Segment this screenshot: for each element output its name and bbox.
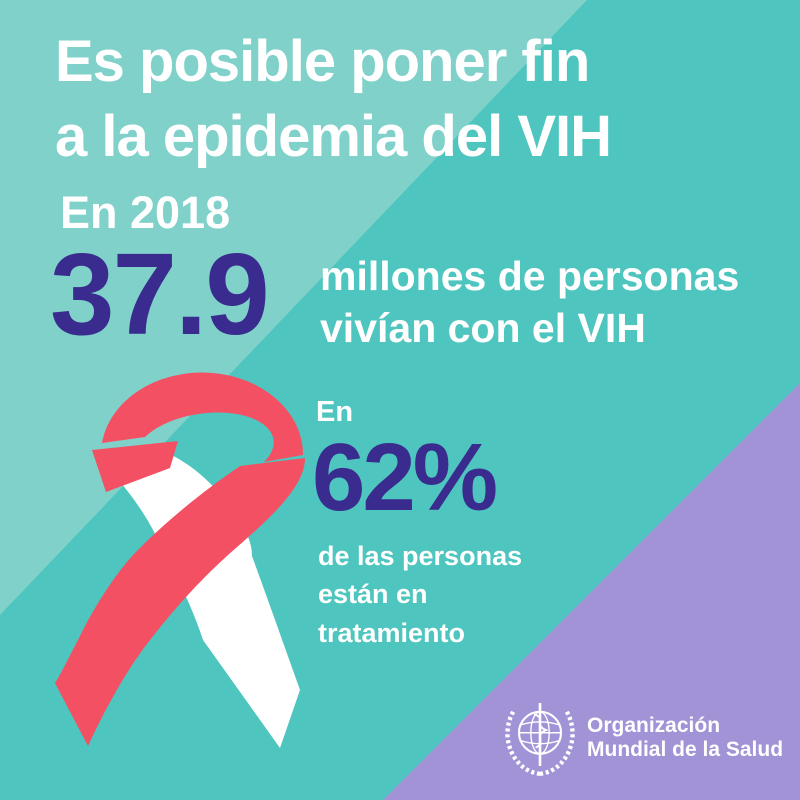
stat-people-value: 37.9 (50, 229, 270, 359)
who-emblem-icon (505, 703, 575, 777)
page-title-line2: a la epidemia del VIH (55, 104, 612, 170)
stat-people-label-line2: vivían con el VIH (320, 305, 646, 352)
stat-treatment-prefix: En (316, 396, 354, 428)
page-title: Es posible poner fin a la epidemia del V… (55, 24, 612, 175)
stat-people-label-line1: millones de personas (320, 253, 740, 299)
stat-treatment-label-line2: están en (318, 579, 428, 610)
stat-treatment-label-line3: tratamiento (318, 617, 466, 648)
stat-people-label: millones de personas vivían con el VIH (320, 250, 739, 354)
who-wordmark-line2: Mundial de la Salud (587, 738, 784, 761)
who-logo: Organización Mundial de la Salud (500, 696, 783, 780)
stat-treatment-label-line1: de las personas (318, 541, 523, 571)
stat-treatment-label: de las personas están en tratamiento (318, 537, 522, 652)
page-title-line1: Es posible poner fin (55, 29, 590, 94)
stat-treatment-value: 62% (312, 424, 498, 531)
who-wordmark: Organización Mundial de la Salud (587, 714, 783, 761)
year-label: En 2018 (60, 187, 231, 238)
who-wordmark-line1: Organización (587, 714, 721, 738)
